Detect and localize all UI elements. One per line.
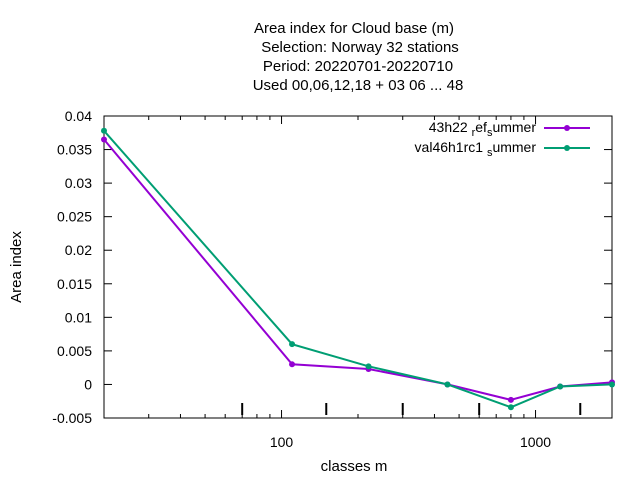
legend-marker-series-2	[564, 145, 570, 151]
y-tick-label: 0	[84, 376, 92, 392]
legend-label-series-1: 43h22 refsummer	[429, 119, 537, 139]
series-2-line	[103, 130, 613, 409]
legend: 43h22 refsummer val46h1rc1 summer	[415, 119, 590, 159]
axis-ticks	[104, 115, 612, 419]
series-1-point	[289, 361, 296, 368]
series-layer	[101, 127, 615, 411]
y-tick-label: -0.005	[52, 410, 92, 426]
series-1-line	[103, 138, 613, 401]
y-tick-label: 0.035	[57, 142, 92, 158]
y-tick-label: 0.015	[57, 276, 92, 292]
x-tick-label: 1000	[520, 434, 551, 450]
series-2-point	[444, 381, 451, 388]
y-tick-label: 0.02	[65, 242, 92, 258]
chart-title-line-3: Period: 20220701-20220710	[263, 58, 453, 75]
y-axis-label: Area index	[8, 231, 25, 303]
chart-title-line-1: Area index for Cloud base (m)	[254, 20, 454, 37]
y-tick-label: 0.01	[65, 309, 92, 325]
x-axis-label: classes m	[321, 458, 388, 475]
series-2-point	[289, 341, 296, 348]
y-tick-label: 0.005	[57, 343, 92, 359]
legend-marker-series-1	[564, 125, 570, 131]
plot-frame	[103, 115, 613, 419]
chart-title-line-4: Used 00,06,12,18 + 03 06 ... 48	[253, 77, 464, 94]
y-tick-label: 0.025	[57, 209, 92, 225]
series-2-point	[609, 381, 615, 388]
x-tick-label: 100	[270, 434, 294, 450]
y-tick-label: 0.04	[65, 108, 92, 124]
series-1-point	[101, 136, 107, 143]
series-1-point	[507, 396, 514, 403]
series-2-point	[365, 363, 372, 370]
chart-title-line-2: Selection: Norway 32 stations	[261, 39, 459, 56]
axis-tick-labels: -0.005 0 0.005 0.01 0.015 0.02 0.025 0.03 0.035 0…	[52, 108, 551, 450]
y-tick-label: 0.03	[65, 175, 92, 191]
legend-label-series-2: val46h1rc1 summer	[415, 139, 537, 159]
series-2-point	[557, 383, 564, 390]
series-2-point	[507, 404, 514, 411]
series-2-point	[101, 127, 107, 134]
